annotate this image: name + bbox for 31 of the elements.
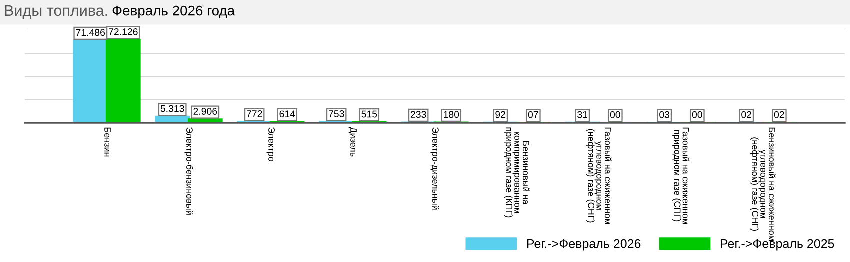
data-label: 772 [246, 110, 262, 118]
data-label: 753 [328, 110, 344, 118]
chart-title: Виды топлива. [5, 5, 108, 19]
data-label: 00 [692, 111, 702, 118]
data-label: 233 [410, 111, 426, 118]
x-tick-label: Газовый на сжиженном природном газе (СПГ) [672, 128, 690, 224]
data-label: 614 [280, 110, 296, 118]
x-tick-label: Электро-дизельный [430, 128, 440, 210]
data-label: 5.313 [160, 105, 184, 112]
x-tick-label: Электро [266, 128, 275, 162]
chart-subtitle: Февраль 2026 года [112, 6, 236, 18]
legend-label: Рег.->Февраль 2025 [720, 239, 834, 251]
data-label: 92 [496, 111, 506, 118]
data-label: 03 [660, 111, 670, 118]
data-label: 07 [528, 111, 538, 118]
legend-label: Рег.->Февраль 2026 [527, 239, 641, 251]
data-label: 2.906 [194, 108, 218, 115]
data-label: 71.486 [76, 29, 106, 36]
data-label: 02 [742, 111, 752, 118]
data-label: 00 [610, 111, 620, 118]
data-label: 515 [362, 110, 378, 118]
x-tick-label: Бензиновый на сжиженном углеводородном (нефтяном) газе (СНГ) [750, 128, 776, 241]
x-tick-label: Бензиновый на компримированном природном газе (КПГ) [504, 128, 530, 218]
x-tick-label: Газовый на сжиженном углеводородном (нефтяном) газе (СНГ) [586, 128, 612, 224]
data-label: 72.126 [109, 28, 138, 36]
x-tick-label: Бензин [104, 128, 111, 157]
data-label: 31 [578, 111, 588, 118]
x-tick-label: Электро-бензиновый [184, 128, 194, 215]
data-label: 02 [774, 111, 784, 118]
data-label: 180 [444, 111, 460, 118]
x-tick-label: Дизель [348, 127, 357, 157]
